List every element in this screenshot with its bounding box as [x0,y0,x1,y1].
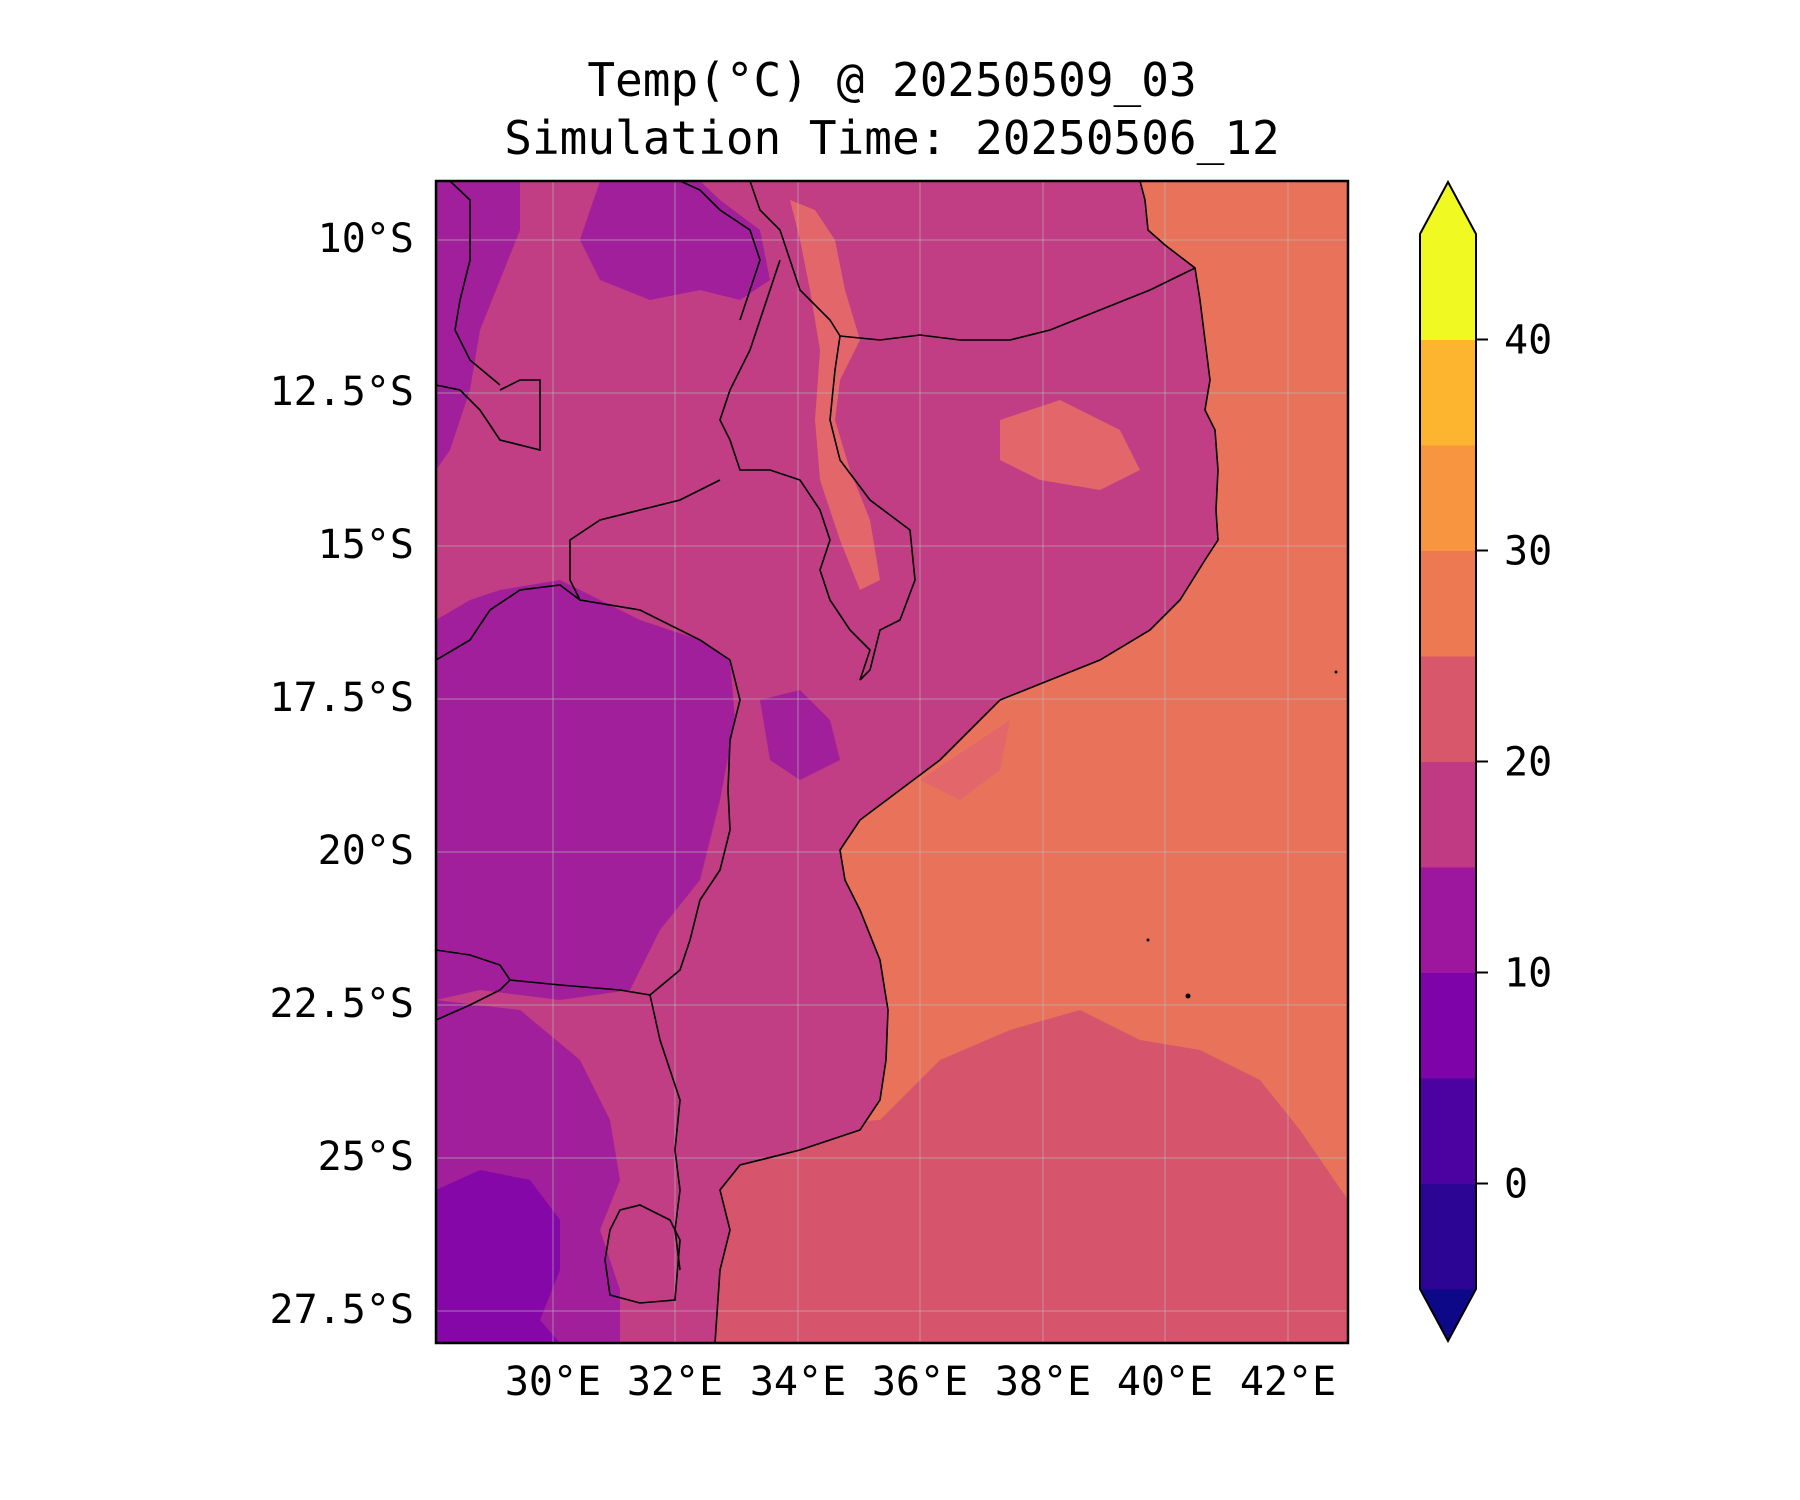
colorbar-band [1420,867,1476,973]
colorbar-tick-label: 0 [1504,1162,1528,1208]
border-zambia-mozambique [569,479,731,661]
gridlines [436,181,1348,1343]
land-cold-south [436,1170,560,1343]
colorbar-band [1420,550,1476,657]
colorbar-band [1420,1183,1476,1290]
lon-tick-label: 32°E [627,1359,723,1405]
lon-tick-label: 38°E [995,1359,1091,1405]
lon-tick-label: 40°E [1117,1359,1213,1405]
colorbar-tick-label: 40 [1504,318,1552,364]
borders [436,181,1219,1343]
colorbar-extend-max [1420,182,1476,234]
colorbar-band [1420,234,1476,340]
border-zimbabwe-mozambique [649,659,741,996]
map-panel [436,181,1348,1343]
colorbar-band [1420,656,1476,762]
lat-tick-labels: 10°S 12.5°S 15°S 17.5°S 20°S 22.5°S 25°S… [270,216,415,1333]
border-tanzania-mozambique [839,267,1196,341]
colorbar-band [1420,761,1476,868]
colorbar-tick-label: 10 [1504,951,1552,997]
lat-tick-label: 25°S [318,1134,414,1180]
border-drc-zambia [436,379,541,452]
colorbar-tick-label: 20 [1504,740,1552,786]
warm-patch-east [1000,400,1140,490]
colorbar-outline [1419,179,1477,1344]
island-comoros [1334,670,1338,674]
warm-patch-coast [920,720,1010,800]
lat-tick-label: 10°S [318,216,414,262]
border-malawi-tanzania [679,181,761,321]
lat-tick-label: 27.5°S [270,1287,415,1333]
border-lake-malawi [719,181,916,681]
colorbar-band [1420,339,1476,446]
border-zambia-zimbabwe [436,584,581,661]
lat-tick-label: 12.5°S [270,369,415,415]
colorbar: 0 10 20 30 40 [1419,179,1552,1344]
land-cool-centre [760,690,840,780]
lon-tick-label: 34°E [750,1359,846,1405]
lat-tick-label: 20°S [318,828,414,874]
lon-tick-label: 30°E [505,1359,601,1405]
map-title-line2: Simulation Time: 20250506_12 [504,111,1279,165]
lat-tick-label: 15°S [318,522,414,568]
colorbar-band [1420,972,1476,1079]
lon-tick-label: 36°E [872,1359,968,1405]
border-eswatini [604,1204,681,1304]
lon-tick-label: 42°E [1240,1359,1336,1405]
land-cool-zimbabwe [436,580,735,1000]
island-bassas [1146,938,1150,942]
border-drc-north [449,181,501,386]
border-botswana-south [436,979,511,1021]
island-europa [1185,993,1191,999]
land-cool-west [436,181,520,470]
border-south-africa-mozambique [649,994,681,1271]
map-frame [434,179,1350,1345]
map-title-line1: Temp(°C) @ 20250509_03 [587,53,1196,107]
lon-tick-labels: 30°E 32°E 34°E 36°E 38°E 40°E 42°E [505,1359,1336,1405]
lat-tick-label: 22.5°S [270,981,415,1027]
colorbar-band [1420,445,1476,551]
coastline [714,181,1219,1343]
colorbar-tick-label: 30 [1504,529,1552,575]
rift-ridge [790,200,880,590]
colorbar-band [1420,1078,1476,1184]
lat-tick-label: 17.5°S [270,675,415,721]
colorbar-extend-min [1420,1289,1476,1341]
